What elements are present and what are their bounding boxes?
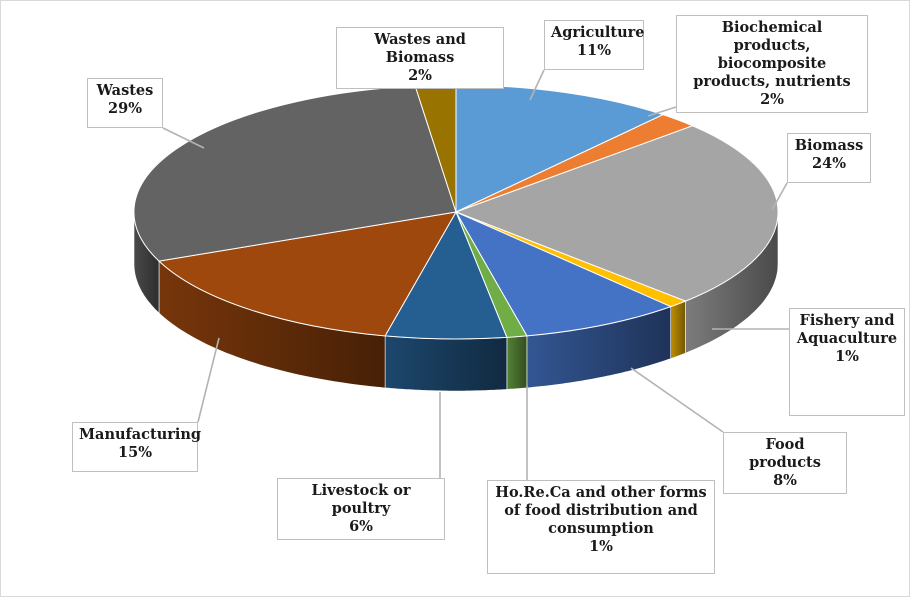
pie-side-livestock-or-poultry <box>384 335 508 392</box>
data-label-fishery-and-aquaculture: Fishery and Aquaculture 1% <box>789 308 905 416</box>
slice-value: 2% <box>408 67 432 84</box>
pie-slice-wastes <box>133 85 457 262</box>
data-label-wastes-and-biomass: Wastes and Biomass 2% <box>336 27 504 89</box>
slice-value: 24% <box>812 155 846 172</box>
leader-agriculture <box>529 69 545 101</box>
slice-label: Agriculture <box>551 24 645 41</box>
slice-label: Manufacturing <box>79 426 202 443</box>
data-label-food-products: Food products 8% <box>723 432 847 494</box>
pie-side-fishery-and-aquaculture <box>670 300 686 359</box>
pie-side-ho-re-ca-and-other-forms-of-food-distribution-and-consumption <box>506 335 528 390</box>
leader-food-products <box>630 367 724 433</box>
data-label-biomass: Biomass 24% <box>787 133 871 183</box>
slice-label: Ho.Re.Ca and other forms of food distrib… <box>495 484 707 537</box>
pie-slice-manufacturing <box>157 211 457 337</box>
slice-value: 6% <box>349 518 373 535</box>
data-label-manufacturing: Manufacturing 15% <box>72 422 202 472</box>
slice-value: 29% <box>108 100 142 117</box>
pie-top-faces <box>133 84 779 340</box>
slice-label: Wastes and Biomass <box>374 31 466 66</box>
slice-value: 1% <box>835 348 859 365</box>
slice-label: Biomass <box>794 137 864 154</box>
slice-label: Food products <box>749 436 821 471</box>
slice-label: Wastes <box>96 82 154 99</box>
data-label-wastes: Wastes 29% <box>87 78 163 128</box>
leader-biochemical-products-biocomposite-products-nutrients <box>647 106 677 117</box>
leader-biomass <box>771 182 788 211</box>
slice-value: 11% <box>577 42 611 59</box>
slice-value: 8% <box>773 472 797 489</box>
data-label-biochemical-products-biocomposite-products-nutrients: Biochemical products, biocomposite produ… <box>676 15 868 113</box>
leader-manufacturing <box>197 337 220 423</box>
pie-slice-livestock-or-poultry <box>384 210 508 340</box>
leader-lines <box>162 69 789 480</box>
slice-label: Biochemical products, biocomposite produ… <box>693 19 851 90</box>
leader-wastes <box>162 127 205 149</box>
slice-label: Fishery and Aquaculture <box>796 312 898 347</box>
data-label-agriculture: Agriculture 11% <box>544 20 645 70</box>
slice-value: 1% <box>589 538 613 555</box>
pie-slice-biomass <box>454 125 779 302</box>
data-label-livestock-or-poultry: Livestock or poultry 6% <box>277 478 445 540</box>
slice-label: Livestock or poultry <box>311 482 411 517</box>
slice-value: 2% <box>760 91 784 108</box>
slice-value: 15% <box>118 444 152 461</box>
data-label-ho-re-ca-and-other-forms-of-food-distribution-and-consumption: Ho.Re.Ca and other forms of food distrib… <box>487 480 715 574</box>
